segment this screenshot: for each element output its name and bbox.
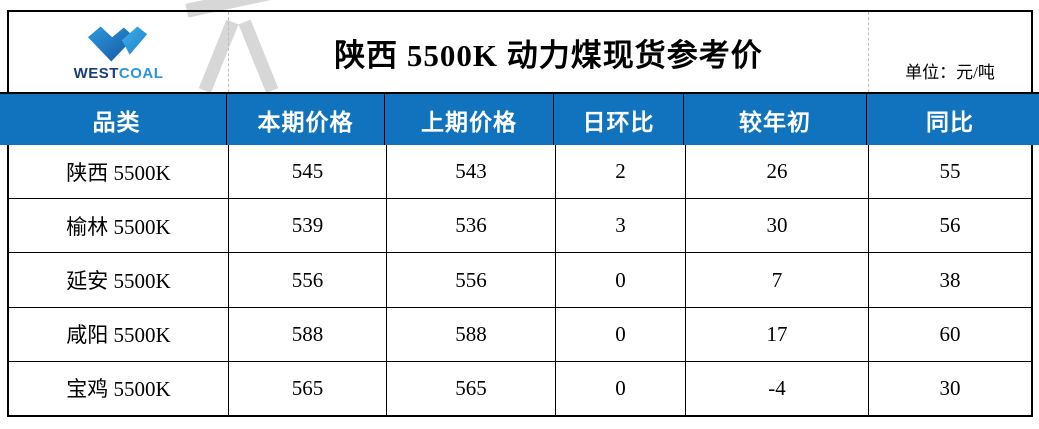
cell-current-price: 565	[229, 361, 387, 416]
cell-yoy-change: 56	[939, 213, 961, 238]
cell-category: 咸阳 5500K	[9, 307, 229, 361]
cell-ytd-change: -4	[686, 361, 869, 416]
cell-category: 陕西 5500K	[9, 145, 229, 199]
cell-previous-price: 556	[387, 253, 556, 307]
cell-ytd-change: 7	[686, 253, 869, 307]
cell-daily-change: 3	[556, 199, 686, 253]
cell-yoy-change: 30	[939, 375, 961, 400]
cell-previous-price: 536	[387, 199, 556, 253]
col-header-yoy-change: 同比	[926, 109, 974, 135]
table-row: 延安 5500K 556 556 0 7 38	[9, 253, 1031, 308]
table-row: 宝鸡 5500K 565 565 0 -4 30	[9, 361, 1031, 416]
cell-previous-price: 588	[387, 307, 556, 361]
cell-current-price: 545	[229, 145, 387, 199]
col-header-current-price: 本期价格	[227, 94, 385, 145]
unit-label: 单位：元/吨	[905, 63, 995, 82]
page-title: 陕西 5500K 动力煤现货参考价	[229, 12, 869, 92]
col-header-category: 品类	[7, 94, 227, 145]
brand-west: WEST	[73, 64, 119, 82]
cell-yoy-change: 55	[939, 159, 961, 184]
table-body: 陕西 5500K 545 543 2 26 55 榆林 5500K 539 53…	[7, 145, 1033, 417]
cell-category: 榆林 5500K	[9, 199, 229, 253]
table-row: 咸阳 5500K 588 588 0 17 60	[9, 307, 1031, 362]
col-header-daily-change: 日环比	[554, 94, 684, 145]
westcoal-logo-icon	[87, 26, 147, 61]
cell-current-price: 556	[229, 253, 387, 307]
cell-current-price: 539	[229, 199, 387, 253]
col-header-ytd-change: 较年初	[684, 94, 867, 145]
brand-wordmark: WESTCOAL	[74, 66, 164, 81]
cell-daily-change: 0	[556, 361, 686, 416]
cell-category: 延安 5500K	[9, 253, 229, 307]
cell-yoy-change: 60	[939, 321, 961, 346]
cell-previous-price: 543	[387, 145, 556, 199]
logo: WESTCOAL	[9, 12, 229, 92]
cell-daily-change: 2	[556, 145, 686, 199]
cell-daily-change: 0	[556, 253, 686, 307]
col-header-previous-price: 上期价格	[385, 94, 554, 145]
table-header-row: 品类 本期价格 上期价格 日环比 较年初 同比	[7, 94, 1033, 145]
cell-previous-price: 565	[387, 361, 556, 416]
brand-coal: COAL	[118, 64, 164, 82]
cell-current-price: 588	[229, 307, 387, 361]
cell-category: 宝鸡 5500K	[9, 361, 229, 416]
table-header-band: 品类 本期价格 上期价格 日环比 较年初 同比	[0, 92, 1039, 145]
cell-ytd-change: 30	[686, 199, 869, 253]
table-row: 榆林 5500K 539 536 3 30 56	[9, 199, 1031, 254]
cell-ytd-change: 26	[686, 145, 869, 199]
cell-yoy-change: 38	[939, 267, 961, 292]
table-row: 陕西 5500K 545 543 2 26 55	[9, 145, 1031, 200]
header-section: WESTCOAL 陕西 5500K 动力煤现货参考价 单位：元/吨	[7, 10, 1033, 92]
cell-daily-change: 0	[556, 307, 686, 361]
cell-ytd-change: 17	[686, 307, 869, 361]
